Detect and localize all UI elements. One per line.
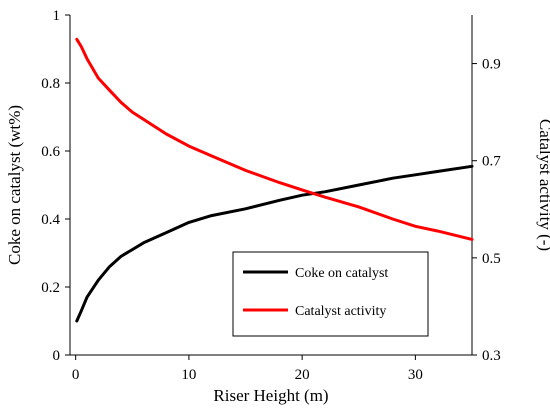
right-y-tick-label: 0.5 [482, 251, 501, 267]
left-y-axis-ticks: 0 0.2 0.4 0.6 0.8 1 [41, 8, 70, 364]
x-axis-label: Riser Height (m) [213, 386, 328, 405]
legend-box [232, 251, 429, 337]
legend-label-activity: Catalyst activity [295, 304, 386, 319]
right-y-tick-label: 0.9 [482, 57, 501, 73]
left-y-axis-label: Coke on catalyst (wt%) [5, 105, 24, 265]
right-y-axis-ticks: 0.3 0.5 0.7 0.9 [472, 57, 501, 364]
series-line-coke [75, 164, 474, 323]
series-line-activity [75, 37, 474, 241]
left-y-tick-label: 0.6 [41, 144, 60, 160]
left-y-tick-label: 1 [53, 8, 61, 24]
x-tick-label: 0 [72, 367, 80, 383]
left-y-tick-label: 0.4 [41, 212, 60, 228]
x-tick-label: 20 [295, 367, 310, 383]
left-y-tick-label: 0 [53, 348, 61, 364]
legend-label-coke: Coke on catalyst [295, 266, 388, 281]
plot-area [69, 15, 473, 356]
x-tick-label: 10 [181, 367, 196, 383]
right-y-tick-label: 0.3 [482, 348, 501, 364]
legend: Coke on catalyst Catalyst activity [232, 251, 429, 337]
x-tick-label: 30 [408, 367, 423, 383]
series-lines [75, 37, 474, 323]
left-y-tick-label: 0.8 [41, 76, 60, 92]
x-axis-ticks: 0 10 20 30 [72, 355, 423, 383]
right-y-tick-label: 0.7 [482, 154, 501, 170]
left-y-tick-label: 0.2 [41, 280, 60, 296]
right-y-axis-label: Catalyst activity (-) [536, 119, 550, 251]
